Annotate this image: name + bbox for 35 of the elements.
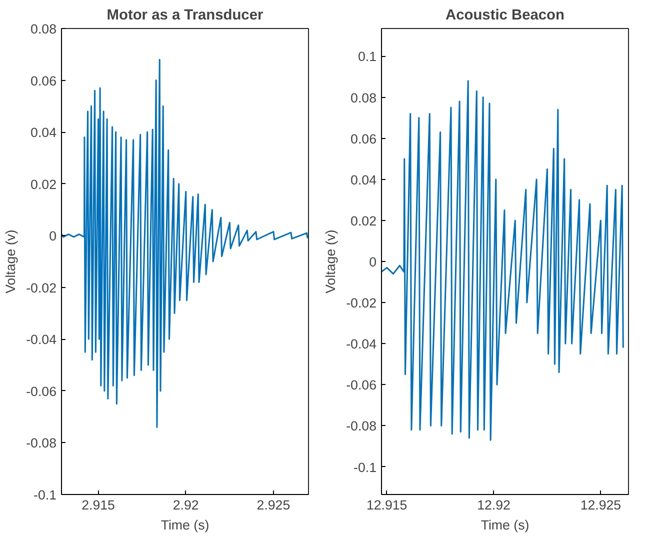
y-tick-label: -0.04	[26, 332, 58, 348]
x-tick-label: 12.915	[366, 498, 408, 512]
y-tick-label: 0.06	[350, 131, 377, 146]
y-tick-label: 0.04	[30, 125, 58, 140]
line-series	[382, 80, 624, 441]
y-tick-label: -0.06	[346, 378, 377, 393]
y-axis-title: Voltage (v)	[3, 230, 18, 294]
y-tick-label: 0.1	[358, 49, 377, 64]
x-axis-title: Time (s)	[160, 518, 210, 532]
x-tick-label: 12.92	[477, 498, 510, 512]
y-tick-label: 0.04	[350, 172, 378, 188]
y-tick-label: -0.04	[346, 336, 378, 352]
chart-title: Acoustic Beacon	[446, 8, 565, 24]
line-series	[62, 58, 308, 428]
y-tick-label: -0.02	[26, 280, 57, 296]
y-tick-label: 0	[369, 254, 377, 270]
y-tick-label: -0.1	[34, 488, 56, 502]
x-axis-title: Time (s)	[480, 518, 530, 532]
chart-title: Motor as a Transducer	[106, 8, 264, 24]
y-tick-label: -0.06	[26, 384, 57, 399]
y-tick-label: 0.06	[30, 73, 57, 88]
y-tick-label: -0.1	[354, 460, 376, 475]
x-tick-label: 2.92	[172, 498, 199, 512]
x-tick-label: 2.925	[256, 498, 290, 512]
y-tick-label: -0.08	[346, 418, 377, 434]
y-tick-label: 0.08	[30, 22, 57, 36]
y-tick-label: -0.02	[346, 296, 377, 311]
y-tick-label: 0.02	[30, 176, 57, 192]
x-tick-label: 12.925	[580, 498, 622, 512]
y-axis-title: Voltage (v)	[323, 230, 338, 294]
y-tick-label: 0.02	[350, 213, 377, 228]
y-tick-label: -0.08	[26, 436, 57, 451]
y-tick-label: 0.08	[350, 90, 377, 106]
x-tick-label: 2.915	[82, 498, 115, 512]
y-tick-label: 0	[49, 228, 57, 244]
